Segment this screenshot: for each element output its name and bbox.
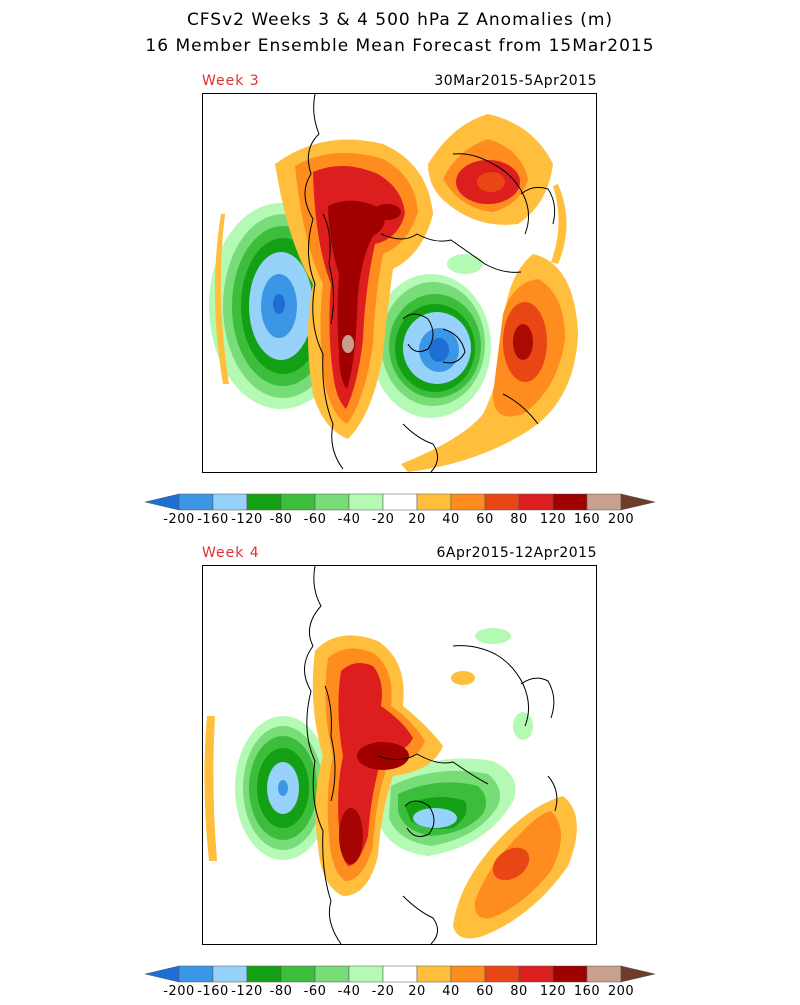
cb1-tick: -120	[231, 512, 263, 527]
panel-week4-dates: 6Apr2015-12Apr2015	[436, 545, 597, 561]
cb2-tick: -60	[303, 984, 327, 999]
cb2-tick: -200	[163, 984, 195, 999]
positive-anomaly-east	[453, 796, 577, 939]
cb2-tick: 200	[607, 984, 635, 999]
cb1-tick: 20	[408, 512, 426, 527]
cb2-tick: 60	[476, 984, 494, 999]
anomaly-map-week4	[204, 566, 577, 944]
cb1-tick: -60	[303, 512, 327, 527]
cb2-tick: -80	[269, 984, 293, 999]
cb2-tick: 80	[510, 984, 528, 999]
colorbar-week4	[145, 965, 656, 983]
positive-anomaly-northeast	[428, 114, 553, 225]
cb2-tick: -160	[197, 984, 229, 999]
cb2-tick: 40	[442, 984, 460, 999]
chart-subtitle: 16 Member Ensemble Mean Forecast from 15…	[145, 36, 655, 56]
cb2-tick: 120	[539, 984, 567, 999]
cb1-tick: 80	[510, 512, 528, 527]
cb1-tick: -80	[269, 512, 293, 527]
cb1-tick: 200	[607, 512, 635, 527]
coastlines	[304, 566, 558, 944]
negative-anomaly-central	[376, 628, 533, 856]
cb2-tick: -120	[231, 984, 263, 999]
positive-anomaly-east	[401, 184, 578, 472]
positive-anomaly-ridge	[312, 635, 475, 896]
colorbar-week3-labels: -200 -160 -120 -80 -60 -40 -20 20 40 60 …	[145, 512, 657, 528]
cb1-tick: -20	[371, 512, 395, 527]
cb2-tick: 20	[408, 984, 426, 999]
colorbar-week4-labels: -200 -160 -120 -80 -60 -40 -20 20 40 60 …	[145, 984, 657, 1000]
panel-week3-dates: 30Mar2015-5Apr2015	[434, 73, 597, 89]
cb1-tick: 40	[442, 512, 460, 527]
anomaly-map-week3	[209, 94, 578, 472]
cb2-tick: 160	[573, 984, 601, 999]
cb1-tick: 60	[476, 512, 494, 527]
cb1-tick: -40	[337, 512, 361, 527]
negative-anomaly-central	[371, 254, 491, 418]
cb1-tick: 120	[539, 512, 567, 527]
cb1-tick: -160	[197, 512, 229, 527]
coastlines	[304, 94, 556, 472]
negative-anomaly-west	[204, 716, 331, 861]
panel-week4-label: Week 4	[202, 545, 260, 561]
map-week3	[202, 93, 597, 473]
cb2-tick: -20	[371, 984, 395, 999]
cb1-tick: -200	[163, 512, 195, 527]
panel-week3-label: Week 3	[202, 73, 260, 89]
colorbar-week3	[145, 493, 656, 511]
cb2-tick: -40	[337, 984, 361, 999]
cb1-tick: 160	[573, 512, 601, 527]
map-week4	[202, 565, 597, 945]
chart-title: CFSv2 Weeks 3 & 4 500 hPa Z Anomalies (m…	[186, 10, 614, 30]
